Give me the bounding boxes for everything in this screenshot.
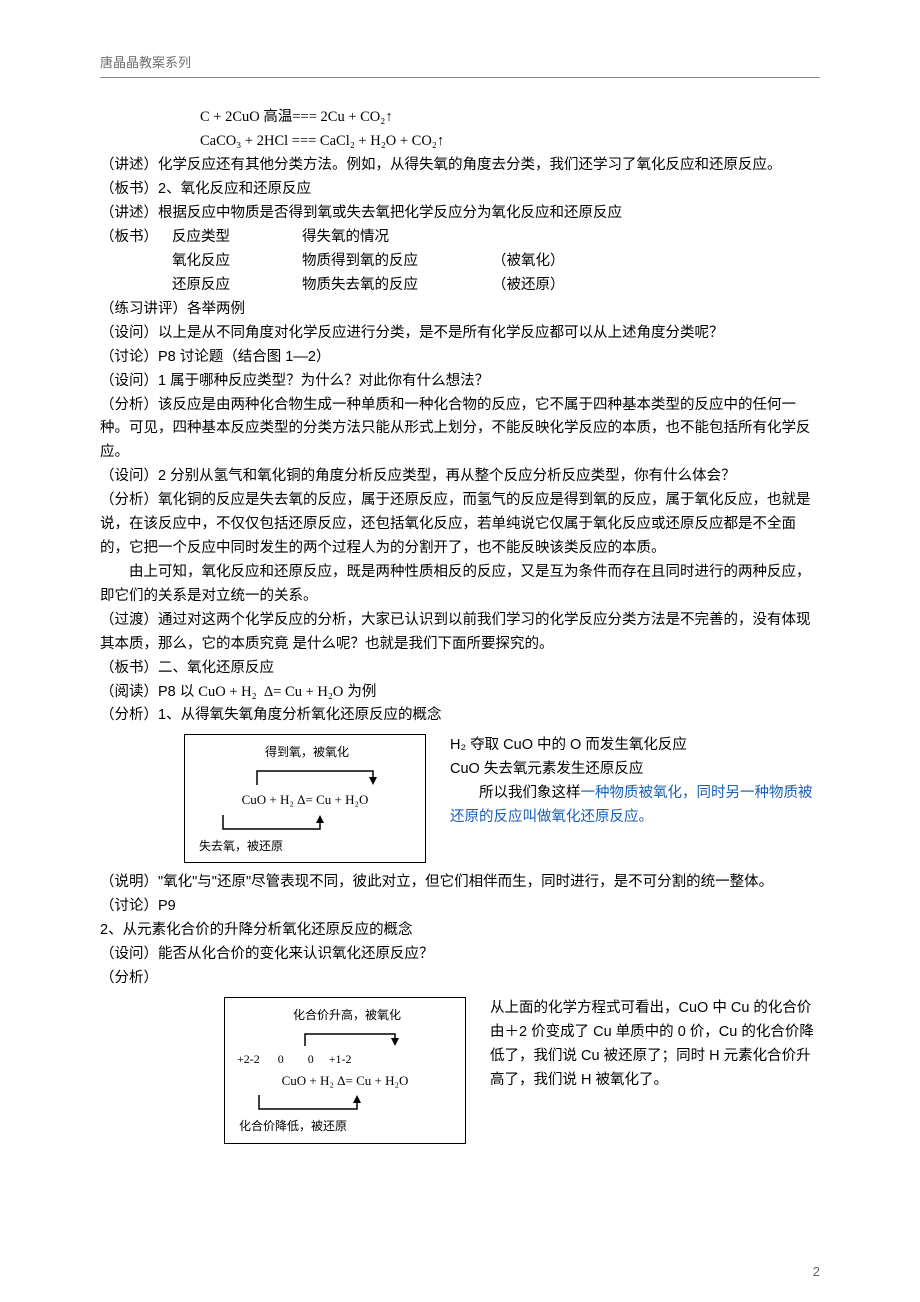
read-equation: CuO + H₂ Δ= Cu + H₂O bbox=[198, 684, 343, 700]
diagram-2-valence: +2-2 0 0 +1-2 bbox=[235, 1050, 455, 1070]
diagram-2-box: 化合价升高，被氧化 +2-2 0 0 +1-2 CuO + H₂ Δ= Cu +… bbox=[224, 997, 466, 1144]
diagram-1-side-2: CuO 失去氧元素发生还原反应 bbox=[450, 758, 820, 782]
para-discuss-2: （讨论）P9 bbox=[100, 895, 820, 919]
para-analysis-4: （分析） bbox=[100, 967, 820, 991]
para-analysis-2: （分析）氧化铜的反应是失去氧的反应，属于还原反应，而氢气的反应是得到氧的反应，属… bbox=[100, 489, 820, 561]
diagram-1-side-3: 所以我们象这样一种物质被氧化，同时另一种物质被还原的反应叫做氧化还原反应。 bbox=[450, 782, 820, 830]
diagram-1-bottom-label: 失去氧，被还原 bbox=[195, 837, 415, 857]
table-row: 还原反应 物质失去氧的反应 （被还原） bbox=[172, 274, 820, 298]
para-analysis-3: （分析）1、从得氧失氧角度分析氧化还原反应的概念 bbox=[100, 704, 820, 728]
para-narration-2: （讲述）根据反应中物质是否得到氧或失去氧把化学反应分为氧化反应和还原反应 bbox=[100, 202, 820, 226]
diagram-1-side-3a: 所以我们象这样 bbox=[479, 785, 581, 801]
diagram-2-top-label: 化合价升高，被氧化 bbox=[235, 1006, 455, 1026]
reaction-type-table: （板书） 反应类型 得失氧的情况 氧化反应 物质得到氧的反应 （被氧化） 还原反… bbox=[100, 226, 820, 298]
diagram-2-bottom-arrow bbox=[245, 1093, 445, 1115]
diagram-1-box: 得到氧，被氧化 CuO + H₂ Δ= Cu + H₂O 失去氧，被还原 bbox=[184, 734, 426, 863]
diagram-2-bottom-label: 化合价降低，被还原 bbox=[235, 1117, 455, 1137]
header-series: 唐晶晶教案系列 bbox=[100, 52, 820, 78]
page-number: 2 bbox=[813, 1261, 820, 1282]
para-narration-1: （讲述）化学反应还有其他分类方法。例如，从得失氧的角度去分类，我们还学习了氧化反… bbox=[100, 154, 820, 178]
para-question-3: （设问）2 分别从氢气和氧化铜的角度分析反应类型，再从整个反应分析反应类型，你有… bbox=[100, 465, 820, 489]
para-read: （阅读）P8 以 CuO + H₂ Δ= Cu + H₂O 为例 bbox=[100, 681, 820, 705]
th-type: 反应类型 bbox=[172, 226, 302, 250]
para-question-1: （设问）以上是从不同角度对化学反应进行分类，是不是所有化学反应都可以从上述角度分… bbox=[100, 322, 820, 346]
para-board-1: （板书）2、氧化反应和还原反应 bbox=[100, 178, 820, 202]
cell: 物质失去氧的反应 bbox=[302, 274, 492, 298]
para-heading-2: 2、从元素化合价的升降分析氧化还原反应的概念 bbox=[100, 919, 820, 943]
para-question-4: （设问）能否从化合价的变化来认识氧化还原反应？ bbox=[100, 943, 820, 967]
equation-line-2: CaCO₃ + 2HCl === CaCl₂ + H₂O + CO₂↑ bbox=[100, 130, 820, 154]
cell: 氧化反应 bbox=[172, 250, 302, 274]
para-explain: （说明）"氧化"与"还原"尽管表现不同，彼此对立，但它们相伴而生，同时进行，是不… bbox=[100, 871, 820, 895]
diagram-1-side-1: H₂ 夺取 CuO 中的 O 而发生氧化反应 bbox=[450, 734, 820, 758]
diagram-1-equation: CuO + H₂ Δ= Cu + H₂O bbox=[195, 789, 415, 810]
diagram-2-side: 从上面的化学方程式可看出，CuO 中 Cu 的化合价由＋2 价变成了 Cu 单质… bbox=[490, 997, 820, 1093]
cell: 物质得到氧的反应 bbox=[302, 250, 492, 274]
para-question-2: （设问）1 属于哪种反应类型？为什么？对此你有什么想法？ bbox=[100, 370, 820, 394]
diagram-2-top-arrow bbox=[245, 1028, 445, 1048]
diagram-1-top-label: 得到氧，被氧化 bbox=[195, 743, 415, 763]
page: 唐晶晶教案系列 C + 2CuO 高温=== 2Cu + CO₂↑ CaCO₃ … bbox=[0, 0, 920, 1302]
para-board-2: （板书）二、氧化还原反应 bbox=[100, 657, 820, 681]
para-analysis-1: （分析）该反应是由两种化合物生成一种单质和一种化合物的反应，它不属于四种基本类型… bbox=[100, 394, 820, 466]
table-row: 氧化反应 物质得到氧的反应 （被氧化） bbox=[172, 250, 820, 274]
para-summary-1: 由上可知，氧化反应和还原反应，既是两种性质相反的反应，又是互为条件而存在且同时进… bbox=[100, 561, 820, 609]
equation-line-1: C + 2CuO 高温=== 2Cu + CO₂↑ bbox=[100, 106, 820, 130]
cell: （被氧化） bbox=[492, 250, 652, 274]
cell: （被还原） bbox=[492, 274, 652, 298]
diagram-1-wrap: 得到氧，被氧化 CuO + H₂ Δ= Cu + H₂O 失去氧，被还原 H₂ … bbox=[100, 734, 820, 863]
read-suffix: 为例 bbox=[343, 684, 376, 700]
table-label: （板书） bbox=[100, 226, 172, 250]
diagram-1-bottom-arrow bbox=[205, 813, 405, 835]
para-exercise: （练习讲评）各举两例 bbox=[100, 298, 820, 322]
para-discuss-1: （讨论）P8 讨论题（结合图 1—2） bbox=[100, 346, 820, 370]
th-oxygen: 得失氧的情况 bbox=[302, 226, 492, 250]
cell: 还原反应 bbox=[172, 274, 302, 298]
diagram-1-top-arrow bbox=[205, 765, 405, 787]
read-prefix: （阅读）P8 以 bbox=[100, 684, 198, 700]
diagram-1-side: H₂ 夺取 CuO 中的 O 而发生氧化反应 CuO 失去氧元素发生还原反应 所… bbox=[450, 734, 820, 830]
para-transition: （过渡）通过对这两个化学反应的分析，大家已认识到以前我们学习的化学反应分类方法是… bbox=[100, 609, 820, 657]
diagram-2-equation: CuO + H₂ Δ= Cu + H₂O bbox=[235, 1070, 455, 1091]
diagram-2-wrap: 化合价升高，被氧化 +2-2 0 0 +1-2 CuO + H₂ Δ= Cu +… bbox=[100, 997, 820, 1144]
